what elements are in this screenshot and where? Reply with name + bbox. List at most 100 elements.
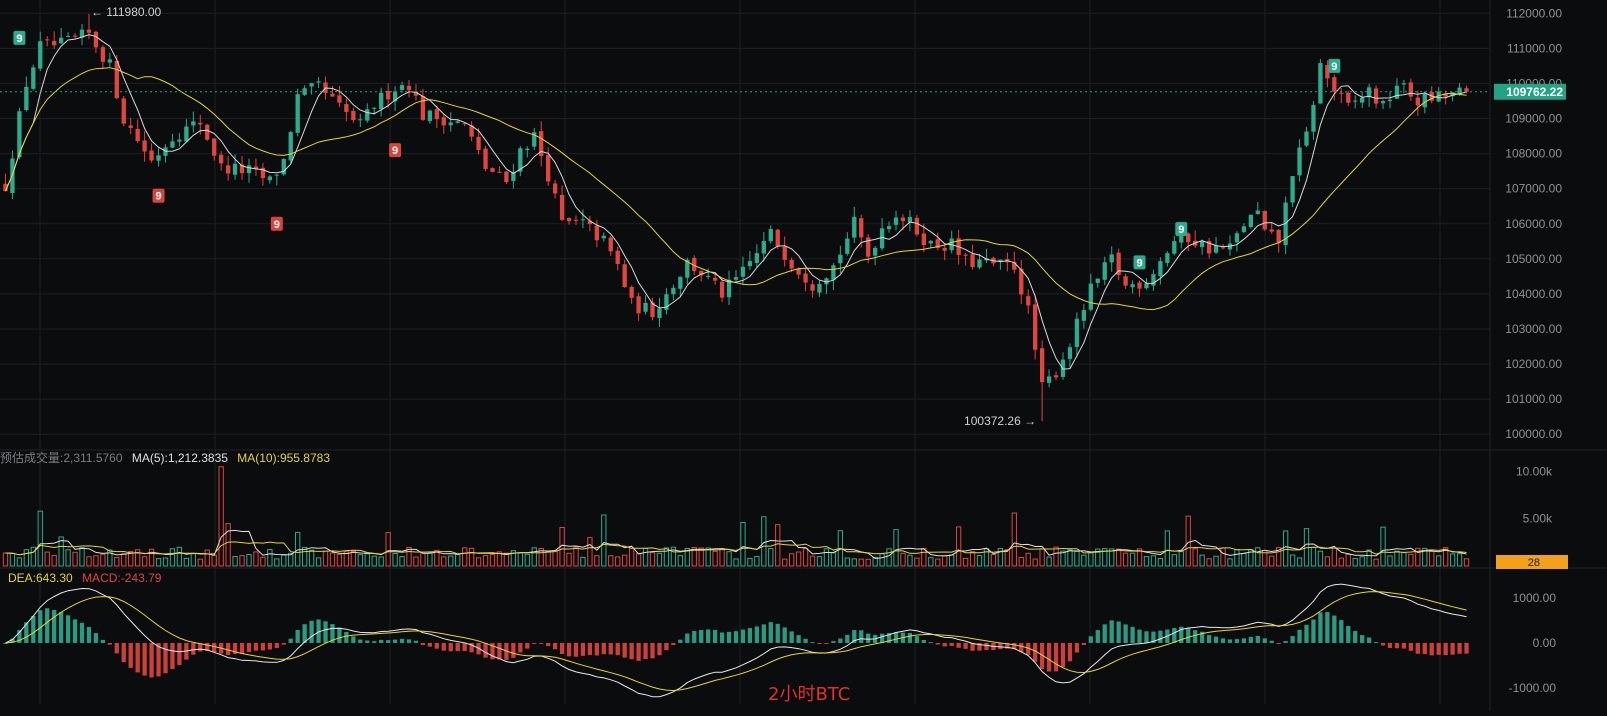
macd-histogram-bar bbox=[1123, 624, 1128, 643]
macd-histogram-bar bbox=[1012, 642, 1017, 649]
volume-bar bbox=[1276, 547, 1282, 567]
macd-histogram-bar bbox=[1199, 631, 1205, 643]
macd-histogram-bar bbox=[949, 642, 954, 647]
volume-bar bbox=[211, 554, 217, 567]
volume-bar bbox=[698, 547, 704, 567]
macd-histogram-bar bbox=[1144, 631, 1149, 643]
macd-histogram-bar bbox=[970, 642, 975, 651]
candle-body bbox=[358, 119, 363, 121]
macd-histogram-bar bbox=[31, 615, 36, 643]
candle-body bbox=[754, 253, 760, 263]
macd-histogram-bar bbox=[1005, 642, 1010, 649]
volume-bar bbox=[990, 554, 997, 567]
volume-bar bbox=[148, 548, 155, 567]
macd-histogram-bar bbox=[58, 612, 64, 643]
macd-histogram-bar bbox=[121, 642, 126, 663]
macd-histogram-bar bbox=[128, 642, 133, 668]
macd-value-label: MACD:-243.79 bbox=[82, 571, 162, 585]
volume-bar bbox=[225, 523, 231, 567]
candle-body bbox=[803, 273, 808, 283]
candle-body bbox=[1360, 97, 1365, 103]
macd-histogram-bar bbox=[699, 629, 704, 643]
candle-body bbox=[246, 165, 252, 174]
volume-bar bbox=[872, 556, 878, 567]
macd-dif-line bbox=[5, 583, 1467, 698]
macd-histogram-bar bbox=[1353, 631, 1358, 643]
candle-body bbox=[545, 155, 551, 182]
macd-histogram-bar bbox=[1046, 642, 1052, 672]
macd-histogram-bar bbox=[232, 642, 238, 654]
macd-histogram-bar bbox=[100, 639, 106, 643]
macd-histogram-bar bbox=[330, 624, 335, 643]
macd-histogram-bar bbox=[309, 620, 314, 643]
td-count-marker: 9 bbox=[1328, 58, 1341, 73]
candle-body bbox=[1186, 233, 1191, 243]
candle-body bbox=[281, 159, 286, 175]
macd-histogram-bar bbox=[1172, 627, 1177, 643]
volume-bar bbox=[928, 557, 934, 567]
macd-histogram-bar bbox=[532, 642, 537, 644]
macd-histogram-bar bbox=[859, 630, 864, 643]
macd-histogram-bar bbox=[1380, 642, 1386, 646]
candle-body bbox=[351, 110, 356, 121]
volume-bar bbox=[155, 558, 162, 567]
volume-bar bbox=[1394, 550, 1400, 567]
macd-histogram-bar bbox=[372, 641, 377, 643]
candle-body bbox=[998, 259, 1003, 262]
candle-body bbox=[1346, 92, 1351, 103]
volume-bar bbox=[489, 554, 496, 567]
volume-bar bbox=[44, 551, 50, 567]
candle-body bbox=[218, 154, 224, 164]
macd-histogram-bar bbox=[1102, 624, 1107, 643]
macd-histogram-bar bbox=[225, 642, 231, 656]
volume-bar bbox=[858, 558, 864, 567]
volume-bar bbox=[809, 555, 816, 567]
price-axis-tick: 100000.00 bbox=[1505, 427, 1562, 441]
candle-body bbox=[476, 136, 481, 151]
macd-histogram-bar bbox=[706, 629, 711, 643]
macd-histogram-bar bbox=[1436, 642, 1441, 655]
volume-bar bbox=[775, 524, 781, 567]
td-count-badge bbox=[270, 216, 283, 231]
candle-body bbox=[810, 284, 815, 291]
candle-body bbox=[1220, 247, 1226, 249]
macd-histogram-bar bbox=[1137, 629, 1142, 643]
macd-histogram-bar bbox=[455, 642, 460, 652]
candle-body bbox=[420, 96, 426, 120]
candle-body bbox=[330, 93, 335, 97]
candle-body bbox=[935, 239, 940, 248]
candle-body bbox=[1095, 278, 1100, 283]
macd-histogram-bar bbox=[747, 628, 753, 643]
macd-dea-label: DEA:643.30 bbox=[8, 571, 73, 585]
candle-body bbox=[685, 259, 690, 278]
macd-histogram-bar bbox=[1415, 642, 1420, 654]
volume-bar bbox=[1178, 551, 1184, 567]
volume-bar bbox=[190, 553, 196, 567]
candle-body bbox=[629, 286, 634, 298]
macd-histogram-bar bbox=[239, 642, 245, 654]
volume-current-tag-bg bbox=[1496, 555, 1568, 569]
macd-histogram-bar bbox=[768, 622, 773, 643]
volume-bar bbox=[1171, 554, 1177, 567]
macd-legend: DEA:643.30 MACD:-243.79 bbox=[8, 571, 167, 585]
macd-histogram-bar bbox=[1053, 642, 1059, 672]
candle-body bbox=[608, 237, 613, 252]
macd-histogram-bar bbox=[1443, 642, 1448, 656]
volume-bar bbox=[566, 552, 572, 567]
macd-histogram-bar bbox=[93, 633, 99, 643]
current-price-tag: 109762.22 bbox=[1494, 83, 1566, 100]
macd-histogram-bar bbox=[1366, 637, 1372, 643]
volume-bar bbox=[601, 514, 607, 567]
macd-histogram-bar bbox=[1290, 636, 1295, 643]
candle-body bbox=[434, 109, 439, 120]
td-count-label: 9 bbox=[1178, 224, 1184, 236]
candle-body bbox=[212, 138, 217, 156]
macd-histogram-bar bbox=[288, 638, 293, 643]
candle-body bbox=[678, 276, 683, 289]
price-axis-tick: 104000.00 bbox=[1505, 287, 1562, 301]
macd-histogram-bar bbox=[427, 642, 433, 647]
candle-body bbox=[1158, 261, 1163, 277]
volume-bar bbox=[169, 548, 176, 567]
